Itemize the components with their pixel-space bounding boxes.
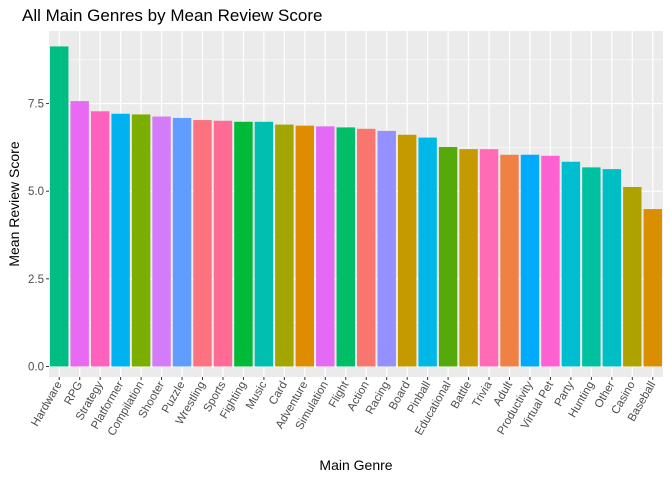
x-tick-label: Music [244, 379, 270, 411]
bar-pinball [418, 137, 437, 367]
bar-card [275, 124, 294, 367]
x-tick-label: Battle [449, 380, 474, 411]
bar-board [397, 134, 417, 367]
bar-trivia [479, 149, 499, 367]
bar-fighting [234, 121, 253, 367]
x-tick-label: Hardware [30, 380, 65, 429]
bar-simulation [316, 126, 335, 367]
bar-other [602, 169, 622, 367]
bar-party [561, 161, 581, 367]
bar-action [357, 128, 376, 367]
bar-adult [500, 154, 519, 367]
bar-strategy [90, 111, 110, 367]
bar-music [254, 121, 274, 367]
bar-shooter [152, 116, 171, 367]
bars [50, 46, 662, 367]
bar-puzzle [172, 117, 192, 367]
bar-flight [336, 127, 355, 367]
chart-title: All Main Genres by Mean Review Score [22, 6, 323, 25]
bar-platformer [111, 113, 130, 367]
y-tick-label: 5.0 [28, 186, 44, 198]
x-axis-ticks: HardwareRPGStrategyPlatformerCompilation… [30, 377, 658, 438]
y-tick-label: 0.0 [28, 361, 44, 373]
y-tick-label: 7.5 [28, 99, 44, 111]
x-axis-title: Main Genre [319, 457, 392, 473]
x-tick-label: Trivia [470, 379, 495, 409]
bar-casino [623, 186, 642, 367]
plot-panel [49, 31, 663, 377]
bar-compilation [131, 114, 151, 367]
y-axis-title: Mean Review Score [6, 141, 22, 266]
y-tick-label: 2.5 [28, 274, 44, 286]
bar-baseball [643, 209, 662, 367]
y-axis-ticks: 0.0 2.5 5.0 7.5 [28, 99, 49, 373]
bar-productivity [520, 154, 540, 367]
bar-sports [213, 120, 233, 367]
bar-rpg [70, 101, 89, 367]
bar-adventure [295, 125, 315, 367]
bar-educational [438, 147, 458, 367]
bar-battle [459, 149, 478, 367]
bar-wrestling [193, 120, 212, 367]
bar-racing [377, 130, 396, 367]
bar-hunting [582, 167, 601, 367]
bar-virtual-pet [541, 155, 560, 367]
bar-hardware [50, 46, 69, 367]
